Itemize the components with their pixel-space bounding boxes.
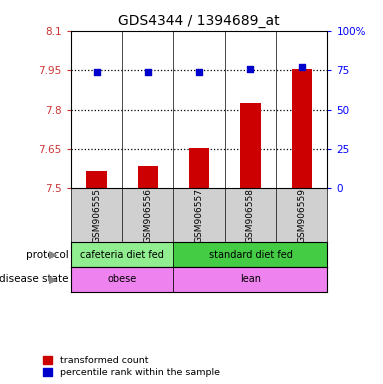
Point <box>299 64 305 70</box>
Text: obese: obese <box>108 275 137 285</box>
Text: standard diet fed: standard diet fed <box>209 250 292 260</box>
Point <box>145 70 151 76</box>
Text: cafeteria diet fed: cafeteria diet fed <box>80 250 164 260</box>
Bar <box>240 103 261 188</box>
Title: GDS4344 / 1394689_at: GDS4344 / 1394689_at <box>118 14 280 28</box>
Text: ▶: ▶ <box>49 275 58 285</box>
Bar <box>71 242 173 267</box>
Text: GSM906555: GSM906555 <box>92 188 101 243</box>
Text: GSM906558: GSM906558 <box>246 188 255 243</box>
Bar <box>173 267 327 292</box>
Text: GSM906556: GSM906556 <box>143 188 152 243</box>
Text: disease state: disease state <box>0 275 69 285</box>
Bar <box>291 69 312 188</box>
Text: protocol: protocol <box>26 250 69 260</box>
Text: GSM906557: GSM906557 <box>195 188 204 243</box>
Bar <box>71 267 173 292</box>
Bar <box>173 242 327 267</box>
Bar <box>86 171 107 188</box>
Bar <box>189 147 210 188</box>
Legend: transformed count, percentile rank within the sample: transformed count, percentile rank withi… <box>43 356 220 377</box>
Bar <box>137 166 158 188</box>
Text: GSM906559: GSM906559 <box>297 188 306 243</box>
Point <box>93 70 100 76</box>
Text: ▶: ▶ <box>49 250 58 260</box>
Text: lean: lean <box>240 275 261 285</box>
Point <box>247 65 254 71</box>
Point <box>196 70 202 76</box>
